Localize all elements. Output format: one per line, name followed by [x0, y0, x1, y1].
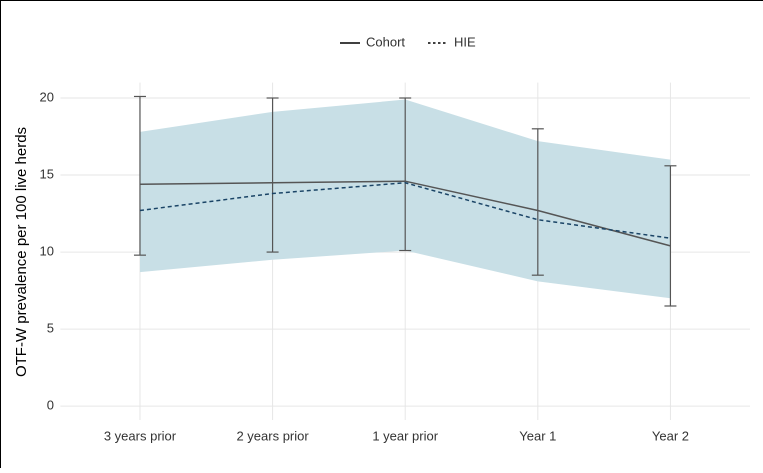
x-tick-label: 2 years prior — [236, 428, 309, 443]
legend-label: Cohort — [366, 34, 405, 49]
x-tick-label: Year 2 — [652, 428, 689, 443]
legend-label: HIE — [454, 34, 476, 49]
x-tick-label: Year 1 — [519, 428, 556, 443]
y-tick-label: 0 — [47, 398, 54, 413]
x-tick-label: 3 years prior — [104, 428, 177, 443]
y-tick-label: 5 — [47, 321, 54, 336]
y-tick-label: 10 — [40, 244, 54, 259]
y-tick-label: 15 — [40, 166, 54, 181]
y-axis-label: OTF-W prevalence per 100 live herds — [13, 127, 30, 377]
x-tick-label: 1 year prior — [372, 428, 438, 443]
y-tick-label: 20 — [40, 89, 54, 104]
